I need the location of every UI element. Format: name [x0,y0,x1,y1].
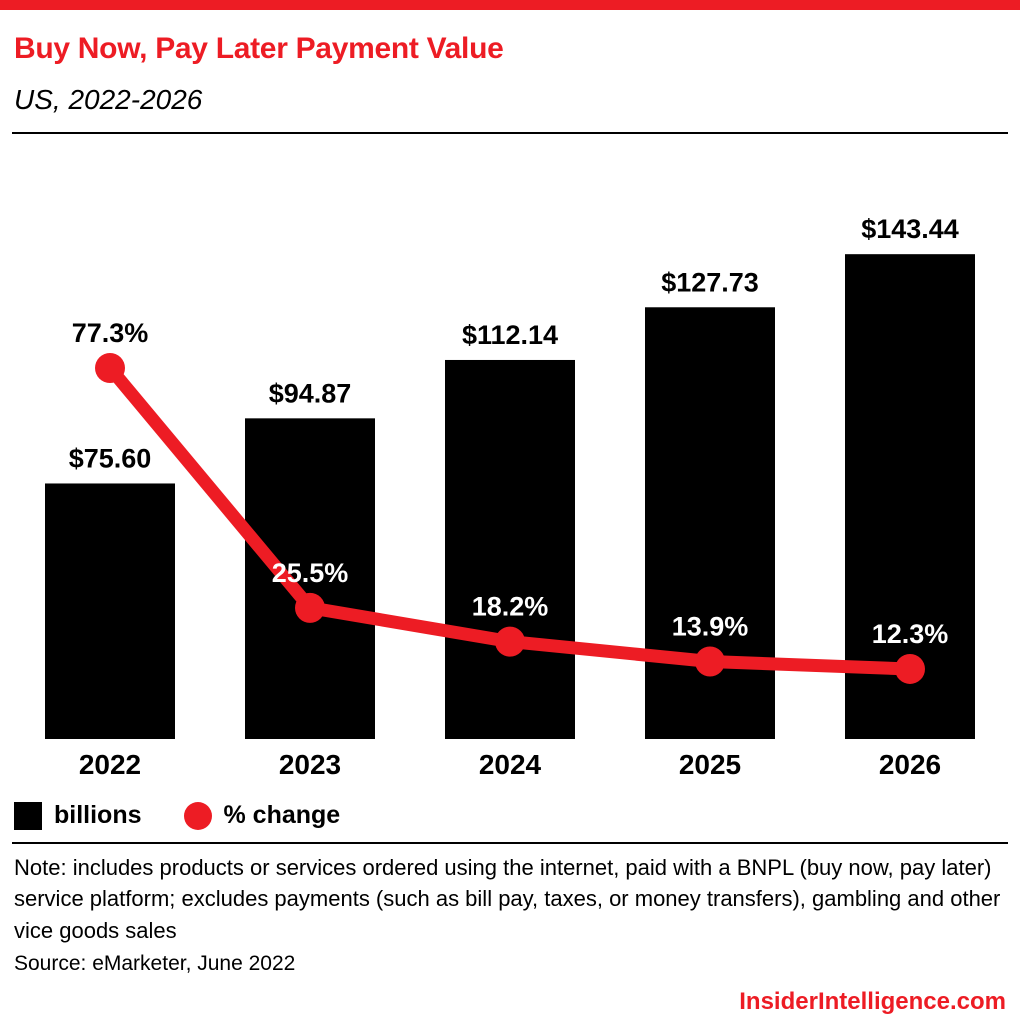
line-swatch-icon [183,801,212,830]
bar-value-label-2022: $75.60 [69,444,152,474]
brand-link[interactable]: InsiderIntelligence.com [739,988,1006,1016]
bar-value-label-2025: $127.73 [661,267,759,297]
x-axis-label-2023: 2023 [279,749,341,780]
pct-change-dot-2026 [895,654,925,685]
pct-change-label-2023: 25.5% [272,558,349,588]
top-accent-bar [0,0,1020,10]
legend-label-pct-change: % change [223,801,341,830]
chart-header: Buy Now, Pay Later Payment Value US, 202… [0,10,1020,132]
chart-note: Note: includes products or services orde… [14,855,1001,943]
bar-2023 [245,418,375,740]
bnpl-payment-value-chart: $75.60 2022 $94.87 2023 $112.14 2024 $127.73 20… [45,214,975,780]
pct-change-label-2022: 77.3% [72,318,149,348]
pct-change-dot-2025 [695,646,725,677]
x-axis-label-2025: 2025 [679,749,741,780]
bar-value-label-2024: $112.14 [462,320,558,350]
legend-label-billions: billions [54,801,142,830]
pct-change-label-2024: 18.2% [472,592,549,622]
bar-2022 [45,483,175,740]
bar-value-label-2026: $143.44 [861,214,959,244]
pct-change-label-2026: 12.3% [872,619,949,649]
header-divider [12,132,1008,135]
pct-change-dot-2023 [295,592,325,623]
chart-legend: billions % change [0,789,1020,842]
chart-title: Buy Now, Pay Later Payment Value [14,32,504,65]
legend-item-pct-change: % change [183,801,341,830]
legend-item-billions: billions [14,801,142,830]
pct-change-dot-2022 [95,353,125,384]
pct-change-label-2025: 13.9% [672,612,749,642]
x-axis-label-2024: 2024 [479,749,542,780]
chart-source: Source: eMarketer, June 2022 [14,951,296,975]
bar-swatch-icon [14,801,42,830]
footer-divider [12,842,1008,845]
bar-2024 [445,360,575,740]
bar-value-label-2023: $94.87 [269,378,352,408]
pct-change-dot-2024 [495,626,525,657]
x-axis-label-2026: 2026 [879,749,941,780]
x-axis-label-2022: 2022 [79,749,141,780]
chart-subtitle: US, 2022-2026 [14,83,203,115]
